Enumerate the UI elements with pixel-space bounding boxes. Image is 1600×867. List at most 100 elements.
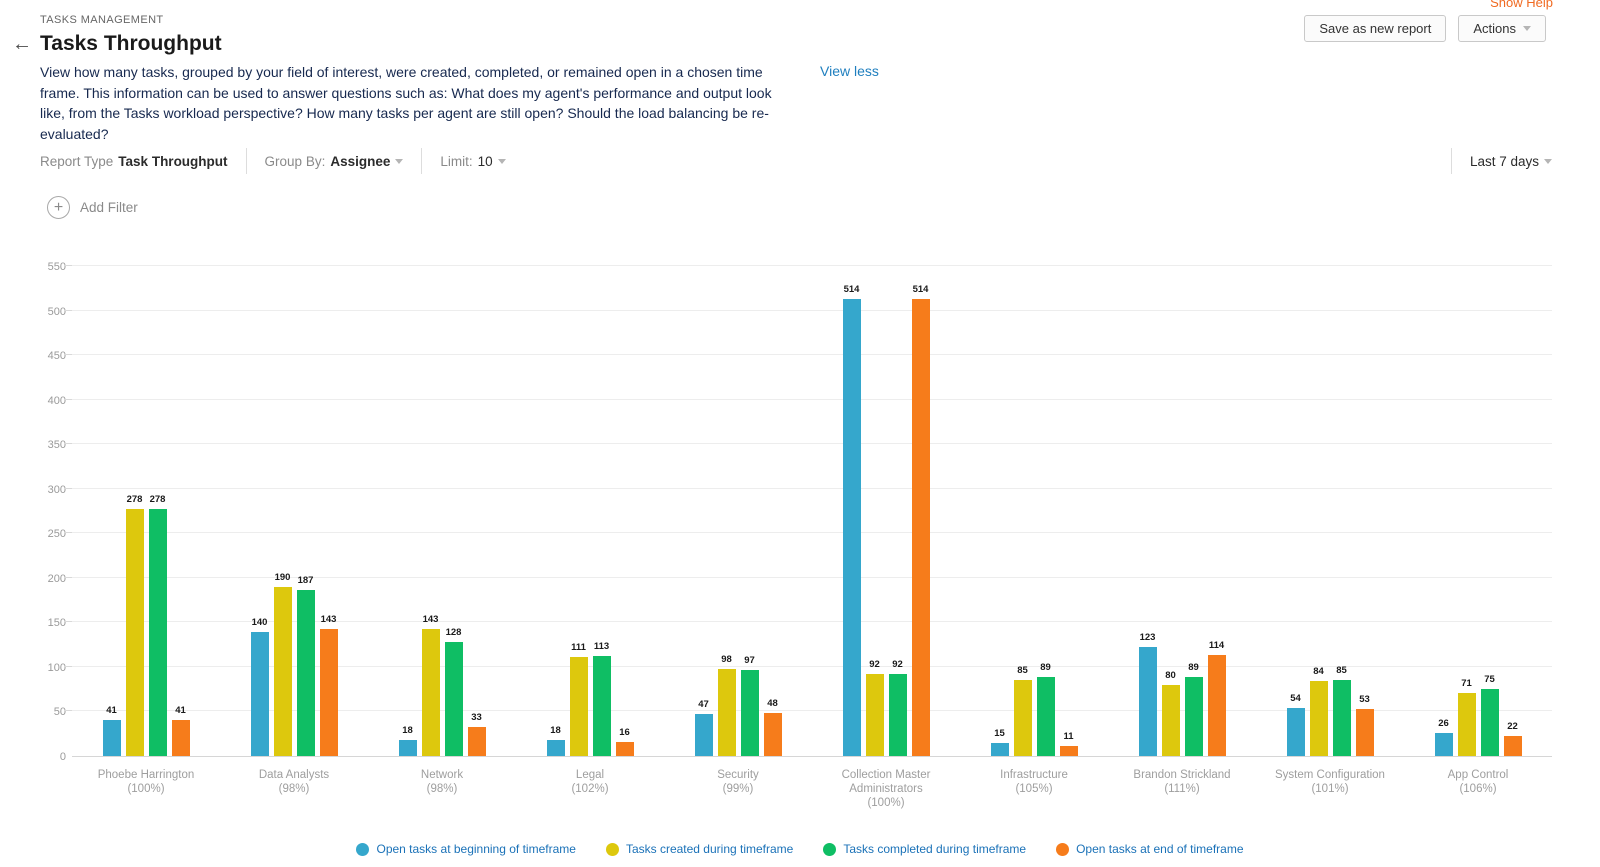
bar[interactable]: 123 <box>1138 632 1157 756</box>
bar-value-label: 80 <box>1165 669 1176 681</box>
limit-dropdown[interactable]: Limit: 10 <box>440 153 506 169</box>
axis-tick <box>64 354 72 356</box>
bar-value-label: 84 <box>1313 666 1324 678</box>
bar-groups: 41 278 278 41 Phoebe Harrington (100%) 140 190 1… <box>72 267 1552 809</box>
group-by-dropdown[interactable]: Group By: Assignee <box>265 154 404 169</box>
legend-item[interactable]: Tasks created during timeframe <box>605 842 793 856</box>
y-axis-tick-label: 300 <box>47 483 66 496</box>
bar[interactable]: 113 <box>592 641 611 756</box>
plus-icon: + <box>47 196 70 219</box>
add-filter-button[interactable]: + Add Filter <box>47 196 138 219</box>
bar-value-label: 98 <box>721 653 732 665</box>
bar[interactable]: 278 <box>148 494 167 756</box>
group-by-value: Assignee <box>330 153 391 169</box>
gridline <box>64 309 1552 311</box>
bar[interactable]: 18 <box>398 725 417 756</box>
bar[interactable]: 514 <box>911 284 930 756</box>
bar-value-label: 113 <box>593 640 610 652</box>
bar[interactable]: 97 <box>740 655 759 756</box>
bar[interactable]: 15 <box>990 728 1009 756</box>
bar-value-label: 41 <box>106 704 117 716</box>
bar[interactable]: 80 <box>1161 670 1180 756</box>
bar[interactable]: 16 <box>615 727 634 756</box>
chart-legend: Open tasks at beginning of timeframe Task… <box>0 842 1600 856</box>
bar[interactable]: 128 <box>444 627 463 756</box>
actions-button[interactable]: Actions <box>1458 15 1546 42</box>
gridline <box>64 710 1552 712</box>
axis-tick <box>64 487 72 489</box>
breadcrumb: TASKS MANAGEMENT <box>40 14 164 26</box>
y-axis-tick-label: 400 <box>47 394 66 407</box>
bar[interactable]: 26 <box>1434 718 1453 756</box>
bar[interactable]: 84 <box>1309 666 1328 756</box>
add-filter-label: Add Filter <box>80 200 138 215</box>
bar[interactable]: 92 <box>888 659 907 756</box>
bar[interactable]: 89 <box>1036 662 1055 756</box>
bar[interactable]: 111 <box>569 642 588 756</box>
legend-item[interactable]: Open tasks at end of timeframe <box>1056 842 1244 856</box>
bar[interactable]: 22 <box>1503 721 1522 756</box>
gridline <box>64 487 1552 489</box>
legend-marker-icon <box>356 842 370 856</box>
bar-value-label: 92 <box>892 659 903 671</box>
y-axis-tick-label: 250 <box>47 528 66 541</box>
bar[interactable]: 140 <box>250 617 269 756</box>
bar-value-label: 41 <box>175 704 186 716</box>
bar[interactable]: 85 <box>1332 665 1351 756</box>
bar-value-label: 47 <box>698 699 709 711</box>
legend-item[interactable]: Tasks completed during timeframe <box>823 842 1026 856</box>
bar[interactable]: 33 <box>467 712 486 756</box>
bar[interactable]: 11 <box>1059 731 1078 756</box>
legend-label: Tasks completed during timeframe <box>843 842 1027 856</box>
bar[interactable]: 89 <box>1184 662 1203 756</box>
y-axis-tick-label: 350 <box>47 439 66 452</box>
bar[interactable]: 514 <box>842 284 861 756</box>
bar[interactable]: 143 <box>421 614 440 756</box>
back-arrow-icon[interactable]: ← <box>12 33 32 55</box>
limit-label: Limit: <box>440 153 473 169</box>
axis-tick <box>64 398 72 400</box>
category-label: Collection Master Administrators (100%) <box>841 769 931 809</box>
bar[interactable]: 41 <box>102 705 121 756</box>
bar[interactable]: 47 <box>694 699 713 756</box>
view-less-link[interactable]: View less <box>820 63 879 79</box>
legend-item[interactable]: Open tasks at beginning of timeframe <box>356 842 576 856</box>
axis-tick <box>64 576 72 578</box>
bar-value-label: 111 <box>571 642 586 654</box>
bar[interactable]: 114 <box>1207 640 1226 756</box>
bar[interactable]: 85 <box>1013 665 1032 756</box>
bar[interactable]: 278 <box>125 494 144 756</box>
bar[interactable]: 53 <box>1355 694 1374 756</box>
bar[interactable]: 143 <box>319 614 338 756</box>
bar[interactable]: 75 <box>1480 674 1499 756</box>
category-label: Legal (102%) <box>571 769 609 795</box>
bar[interactable]: 41 <box>171 705 190 756</box>
bar-value-label: 128 <box>445 627 462 639</box>
bar-value-label: 114 <box>1208 639 1225 651</box>
bar[interactable]: 54 <box>1286 693 1305 756</box>
axis-tick <box>64 665 72 667</box>
report-description: View how many tasks, grouped by your fie… <box>40 64 772 142</box>
bar[interactable]: 190 <box>273 572 292 756</box>
save-as-new-report-button[interactable]: Save as new report <box>1304 15 1447 42</box>
bar-value-label: 85 <box>1336 665 1347 677</box>
bar-value-label: 143 <box>422 613 439 625</box>
category-label: System Configuration (101%) <box>1275 769 1385 795</box>
bar[interactable]: 71 <box>1457 678 1476 756</box>
bar[interactable]: 92 <box>865 659 884 756</box>
category-label: Security (99%) <box>717 769 759 795</box>
y-axis-tick-label: 500 <box>47 305 66 318</box>
timeframe-dropdown[interactable]: Last 7 days <box>1470 154 1552 169</box>
bar[interactable]: 18 <box>546 725 565 756</box>
bar-value-label: 187 <box>297 574 314 586</box>
bar-value-label: 22 <box>1507 721 1518 733</box>
divider <box>1450 148 1452 174</box>
bar[interactable]: 98 <box>717 654 736 756</box>
legend-label: Open tasks at end of timeframe <box>1076 842 1244 856</box>
axis-tick <box>64 309 72 311</box>
bar[interactable]: 48 <box>763 698 782 756</box>
y-axis-tick-label: 100 <box>47 661 66 674</box>
show-help-link[interactable]: Show Help <box>1490 0 1553 10</box>
bar[interactable]: 187 <box>296 575 315 756</box>
gridline <box>64 621 1552 623</box>
